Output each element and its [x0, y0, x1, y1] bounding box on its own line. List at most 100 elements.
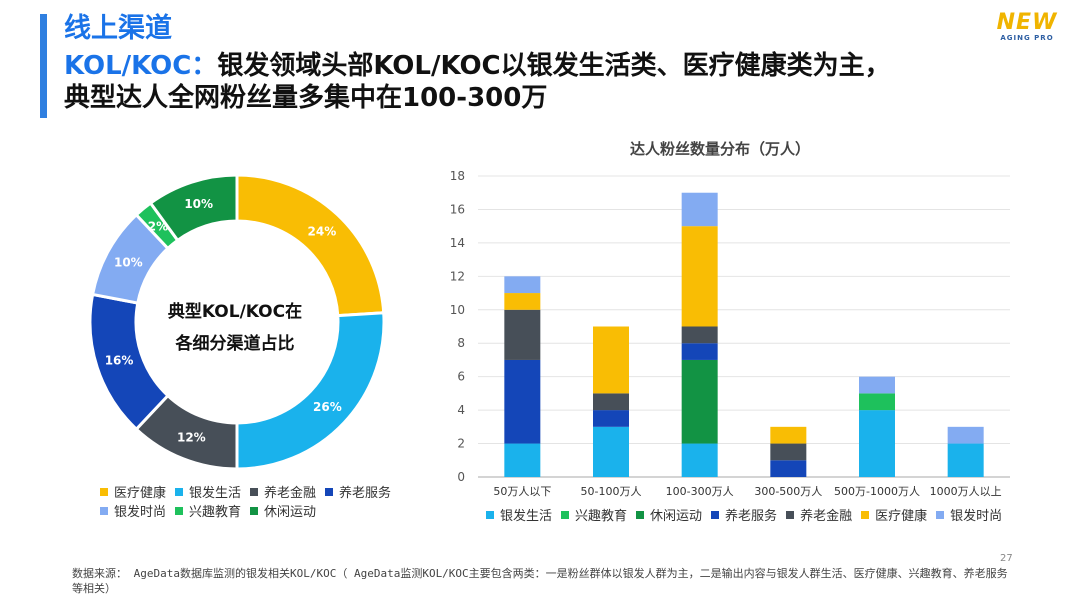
donut-label-休闲运动: 10%	[184, 197, 213, 211]
donut-legend-item: 银发生活	[175, 482, 241, 501]
legend-swatch	[786, 510, 795, 519]
legend-label: 医疗健康	[114, 486, 167, 501]
donut-slice-休闲运动	[148, 173, 239, 243]
y-tick-label: 0	[457, 470, 465, 484]
donut-slice-医疗健康	[235, 173, 386, 318]
legend-swatch	[561, 510, 570, 519]
legend-swatch	[486, 510, 494, 519]
legend-swatch	[250, 506, 259, 515]
legend-label: 银发生活	[500, 509, 553, 524]
bar-segment-医疗健康	[681, 226, 718, 327]
bar-segment-养老金融	[504, 309, 541, 360]
donut-center-line2: 各细分渠道占比	[175, 334, 295, 354]
legend-label: 养老服务	[725, 509, 778, 524]
y-tick-label: 18	[450, 169, 465, 183]
bar-segment-银发时尚	[859, 376, 895, 394]
stacked-bar-chart: 0 2 4 6 8 10 12 14 16 18 50万人以下 50-100万人 100-300万人 30…	[450, 169, 1010, 498]
x-tick-label: 300-500万人	[754, 485, 822, 498]
y-tick-label: 14	[450, 236, 465, 250]
legend-swatch	[636, 510, 645, 519]
x-tick-label: 100-300万人	[666, 485, 734, 498]
legend-label: 银发生活	[189, 486, 242, 501]
headline-text: 银发领域头部KOL/KOC以银发生活类、医疗健康类为主，	[217, 51, 891, 81]
x-tick-label: 50万人以下	[493, 485, 551, 498]
y-tick-label: 16	[450, 202, 465, 216]
donut-legend-item: 休闲运动	[250, 501, 316, 520]
section-title: 线上渠道	[64, 13, 172, 44]
bar-segment-养老金融	[593, 393, 629, 411]
headline-prefix: KOL/KOC：	[64, 51, 218, 81]
headline: KOL/KOC：银发领域头部KOL/KOC以银发生活类、医疗健康类为主， 典型达…	[64, 50, 1064, 114]
bar-segment-养老服务	[681, 343, 718, 360]
donut-center-label: 典型KOL/KOC在 各细分渠道占比	[135, 296, 335, 360]
legend-label: 兴趣教育	[575, 509, 628, 524]
brand-logo: NEW AGING PRO	[995, 12, 1059, 43]
x-tick-label: 500万-1000万人	[834, 485, 920, 498]
donut-label-银发生活: 26%	[313, 400, 342, 414]
y-tick-label: 2	[457, 437, 465, 451]
legend-label: 休闲运动	[650, 509, 703, 524]
bar-legend-item: 休闲运动	[636, 505, 702, 524]
donut-label-兴趣教育: 2%	[148, 219, 168, 233]
legend-label: 养老金融	[264, 486, 317, 501]
legend-swatch	[100, 506, 108, 515]
donut-legend: 医疗健康 银发生活 养老金融 养老服务银发时尚 兴趣教育 休闲运动	[100, 482, 430, 520]
donut-legend-item: 银发时尚	[100, 501, 166, 520]
y-tick-label: 10	[450, 303, 465, 317]
donut-legend-item: 养老服务	[325, 482, 391, 501]
bar-segment-银发生活	[947, 443, 984, 477]
bar-segment-银发时尚	[504, 276, 541, 294]
y-tick-label: 6	[457, 370, 465, 384]
headline-line2: 典型达人全网粉丝量多集中在100-300万	[64, 83, 548, 113]
legend-swatch	[175, 487, 184, 496]
legend-swatch	[861, 510, 870, 519]
donut-label-养老金融: 12%	[177, 430, 206, 444]
bar-segment-医疗健康	[770, 426, 807, 444]
bar-segment-银发时尚	[681, 192, 718, 227]
x-tick-label: 1000万人以上	[930, 485, 1002, 498]
page-number: 27	[1000, 553, 1013, 564]
bar-legend-item: 医疗健康	[861, 505, 927, 524]
bar-legend-item: 兴趣教育	[561, 505, 627, 524]
x-tick-label: 50-100万人	[581, 485, 642, 498]
donut-label-医疗健康: 24%	[308, 225, 337, 239]
bar-segment-银发生活	[593, 426, 629, 477]
donut-label-银发时尚: 10%	[114, 255, 143, 269]
bar-chart-title: 达人粉丝数量分布（万人）	[629, 140, 810, 158]
data-source-note: 数据来源： AgeData数据库监测的银发相关KOL/KOC（ AgeData监…	[72, 567, 1008, 595]
donut-legend-item: 养老金融	[250, 482, 316, 501]
legend-swatch	[936, 510, 945, 519]
bar-legend-item: 养老服务	[711, 505, 777, 524]
bar-segment-兴趣教育	[859, 393, 895, 411]
donut-chart: 24% 26% 12% 16% 10% 2% 10%	[88, 173, 386, 471]
bar-segment-银发生活	[681, 443, 718, 477]
legend-swatch	[325, 487, 334, 496]
bar-segment-医疗健康	[504, 293, 541, 310]
donut-label-养老服务: 16%	[105, 353, 134, 367]
bar-segment-银发生活	[504, 443, 541, 477]
bar-segment-养老服务	[770, 460, 807, 477]
title-accent-bar	[40, 14, 47, 118]
legend-label: 兴趣教育	[189, 505, 242, 520]
donut-center-line1: 典型KOL/KOC在	[167, 302, 303, 322]
bar-legend-item: 银发时尚	[936, 505, 1002, 524]
legend-label: 银发时尚	[114, 505, 167, 520]
legend-label: 休闲运动	[264, 505, 317, 520]
y-tick-label: 4	[457, 403, 465, 417]
bar-segment-银发生活	[859, 410, 895, 477]
bar-legend-item: 银发生活	[486, 505, 552, 524]
logo-sub-text: AGING PRO	[1000, 34, 1054, 42]
y-tick-label: 8	[457, 336, 465, 350]
legend-swatch	[100, 487, 108, 496]
legend-swatch	[250, 487, 259, 496]
bar-segment-休闲运动	[681, 359, 718, 444]
legend-label: 银发时尚	[950, 509, 1003, 524]
bar-segment-银发时尚	[947, 426, 984, 444]
y-tick-label: 12	[450, 269, 465, 283]
bar-segment-养老金融	[681, 326, 718, 344]
bar-segment-养老服务	[593, 410, 629, 427]
legend-label: 养老金融	[800, 509, 853, 524]
legend-label: 医疗健康	[875, 509, 928, 524]
bar-segment-医疗健康	[593, 326, 629, 394]
